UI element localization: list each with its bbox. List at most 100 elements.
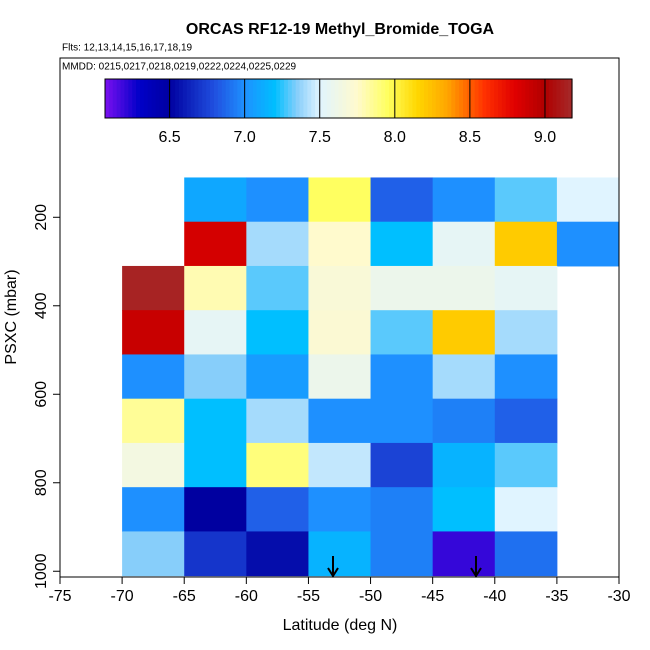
colorbar-segment <box>147 79 153 118</box>
colorbar-segment <box>451 79 456 118</box>
arrows <box>327 556 482 578</box>
cell <box>494 398 558 444</box>
colorbar-segment <box>315 79 320 118</box>
colorbar-segment <box>225 79 231 118</box>
colorbar-segment <box>424 79 429 118</box>
colorbar-frame <box>104 78 573 119</box>
y-tick-label: 200 <box>33 204 50 231</box>
annotation: MMDD: 0215,0217,0218,0219,0222,0224,0225… <box>62 62 297 73</box>
colorbar-segment <box>346 79 351 118</box>
colorbar-segment <box>213 79 219 118</box>
x-axis-label: Latitude (deg N) <box>283 617 398 634</box>
colorbar-segment <box>400 79 406 118</box>
x-tick-label: -60 <box>235 588 258 605</box>
cell <box>184 177 247 223</box>
colorbar-segment <box>373 79 379 118</box>
colorbar-segment <box>408 79 414 118</box>
colorbar-segment <box>284 79 289 118</box>
colorbar-segment <box>540 79 546 118</box>
arrow-head <box>470 567 482 578</box>
cell <box>494 354 558 400</box>
colorbar-segment <box>143 79 149 118</box>
colorbar-segment <box>256 79 262 118</box>
plot-frame <box>59 57 620 578</box>
colorbar-segment <box>334 79 340 118</box>
cell <box>494 310 558 355</box>
colorbar-segment <box>447 79 452 118</box>
cell <box>122 442 185 488</box>
colorbar-tick-label: 9.0 <box>534 129 556 146</box>
cell <box>308 310 372 355</box>
x-tick-label: -55 <box>297 588 320 605</box>
cell <box>184 354 247 400</box>
cell <box>370 265 434 311</box>
colorbar-segment <box>482 79 487 118</box>
colorbar-segment <box>525 79 530 118</box>
cell <box>370 354 434 400</box>
colorbar-segment <box>513 79 519 118</box>
cell <box>556 221 620 267</box>
cell <box>308 265 372 311</box>
cell <box>122 487 185 532</box>
colorbar-segment <box>260 79 266 118</box>
cell <box>184 310 247 355</box>
arrow-head <box>327 567 339 578</box>
colorbar-segment <box>322 79 328 118</box>
cell <box>370 487 434 532</box>
colorbar-segment <box>202 79 207 118</box>
colorbar-segment <box>428 79 433 118</box>
colorbar-segment <box>529 79 534 118</box>
colorbar-segment <box>108 79 114 118</box>
colorbar-segment <box>268 79 273 118</box>
colorbar-segment <box>272 79 277 118</box>
colorbar-segment <box>190 79 196 118</box>
colorbar-segment <box>377 79 382 118</box>
y-tick-label: 600 <box>33 381 50 408</box>
colorbar-segment <box>564 79 569 118</box>
x-tick-label: -30 <box>607 588 630 605</box>
colorbar-segment <box>151 79 157 118</box>
colorbar-segment <box>350 79 355 118</box>
cell <box>122 531 185 577</box>
cell <box>246 177 309 223</box>
colorbar-segment <box>182 79 188 118</box>
cell <box>432 442 496 488</box>
colorbar-segment <box>490 79 495 118</box>
colorbar-segment <box>264 79 270 118</box>
colorbar-segment <box>381 79 386 118</box>
colorbar-segment <box>237 79 242 118</box>
colorbar-segment <box>229 79 235 118</box>
colorbar-segment <box>556 79 561 118</box>
cell <box>556 177 620 223</box>
cell <box>184 442 247 488</box>
cell <box>494 442 558 488</box>
cell <box>308 442 372 488</box>
x-tick-label: -40 <box>483 588 506 605</box>
colorbar-segment <box>470 79 476 118</box>
cell <box>494 177 558 223</box>
colorbar-segment <box>252 79 258 118</box>
colorbar-segment <box>128 79 133 118</box>
colorbar-segment <box>326 79 332 118</box>
cell <box>184 265 247 311</box>
cell <box>432 177 496 223</box>
colorbar-segment <box>159 79 164 118</box>
x-tick-label: -45 <box>421 588 444 605</box>
cell <box>432 221 496 267</box>
cell <box>122 310 185 355</box>
colorbar-segment <box>319 79 324 118</box>
cell <box>122 398 185 444</box>
colorbar-segment <box>132 79 137 118</box>
colorbar-segment <box>175 79 180 118</box>
colorbar-segment <box>248 79 254 118</box>
colorbar-tick-label: 6.5 <box>158 129 180 146</box>
colorbar-segment <box>338 79 343 118</box>
colorbar-segment <box>463 79 468 118</box>
colorbar-segment <box>287 79 293 118</box>
cell <box>432 265 496 311</box>
cell <box>432 398 496 444</box>
cell <box>184 531 247 577</box>
cell <box>308 354 372 400</box>
cell <box>370 442 434 488</box>
